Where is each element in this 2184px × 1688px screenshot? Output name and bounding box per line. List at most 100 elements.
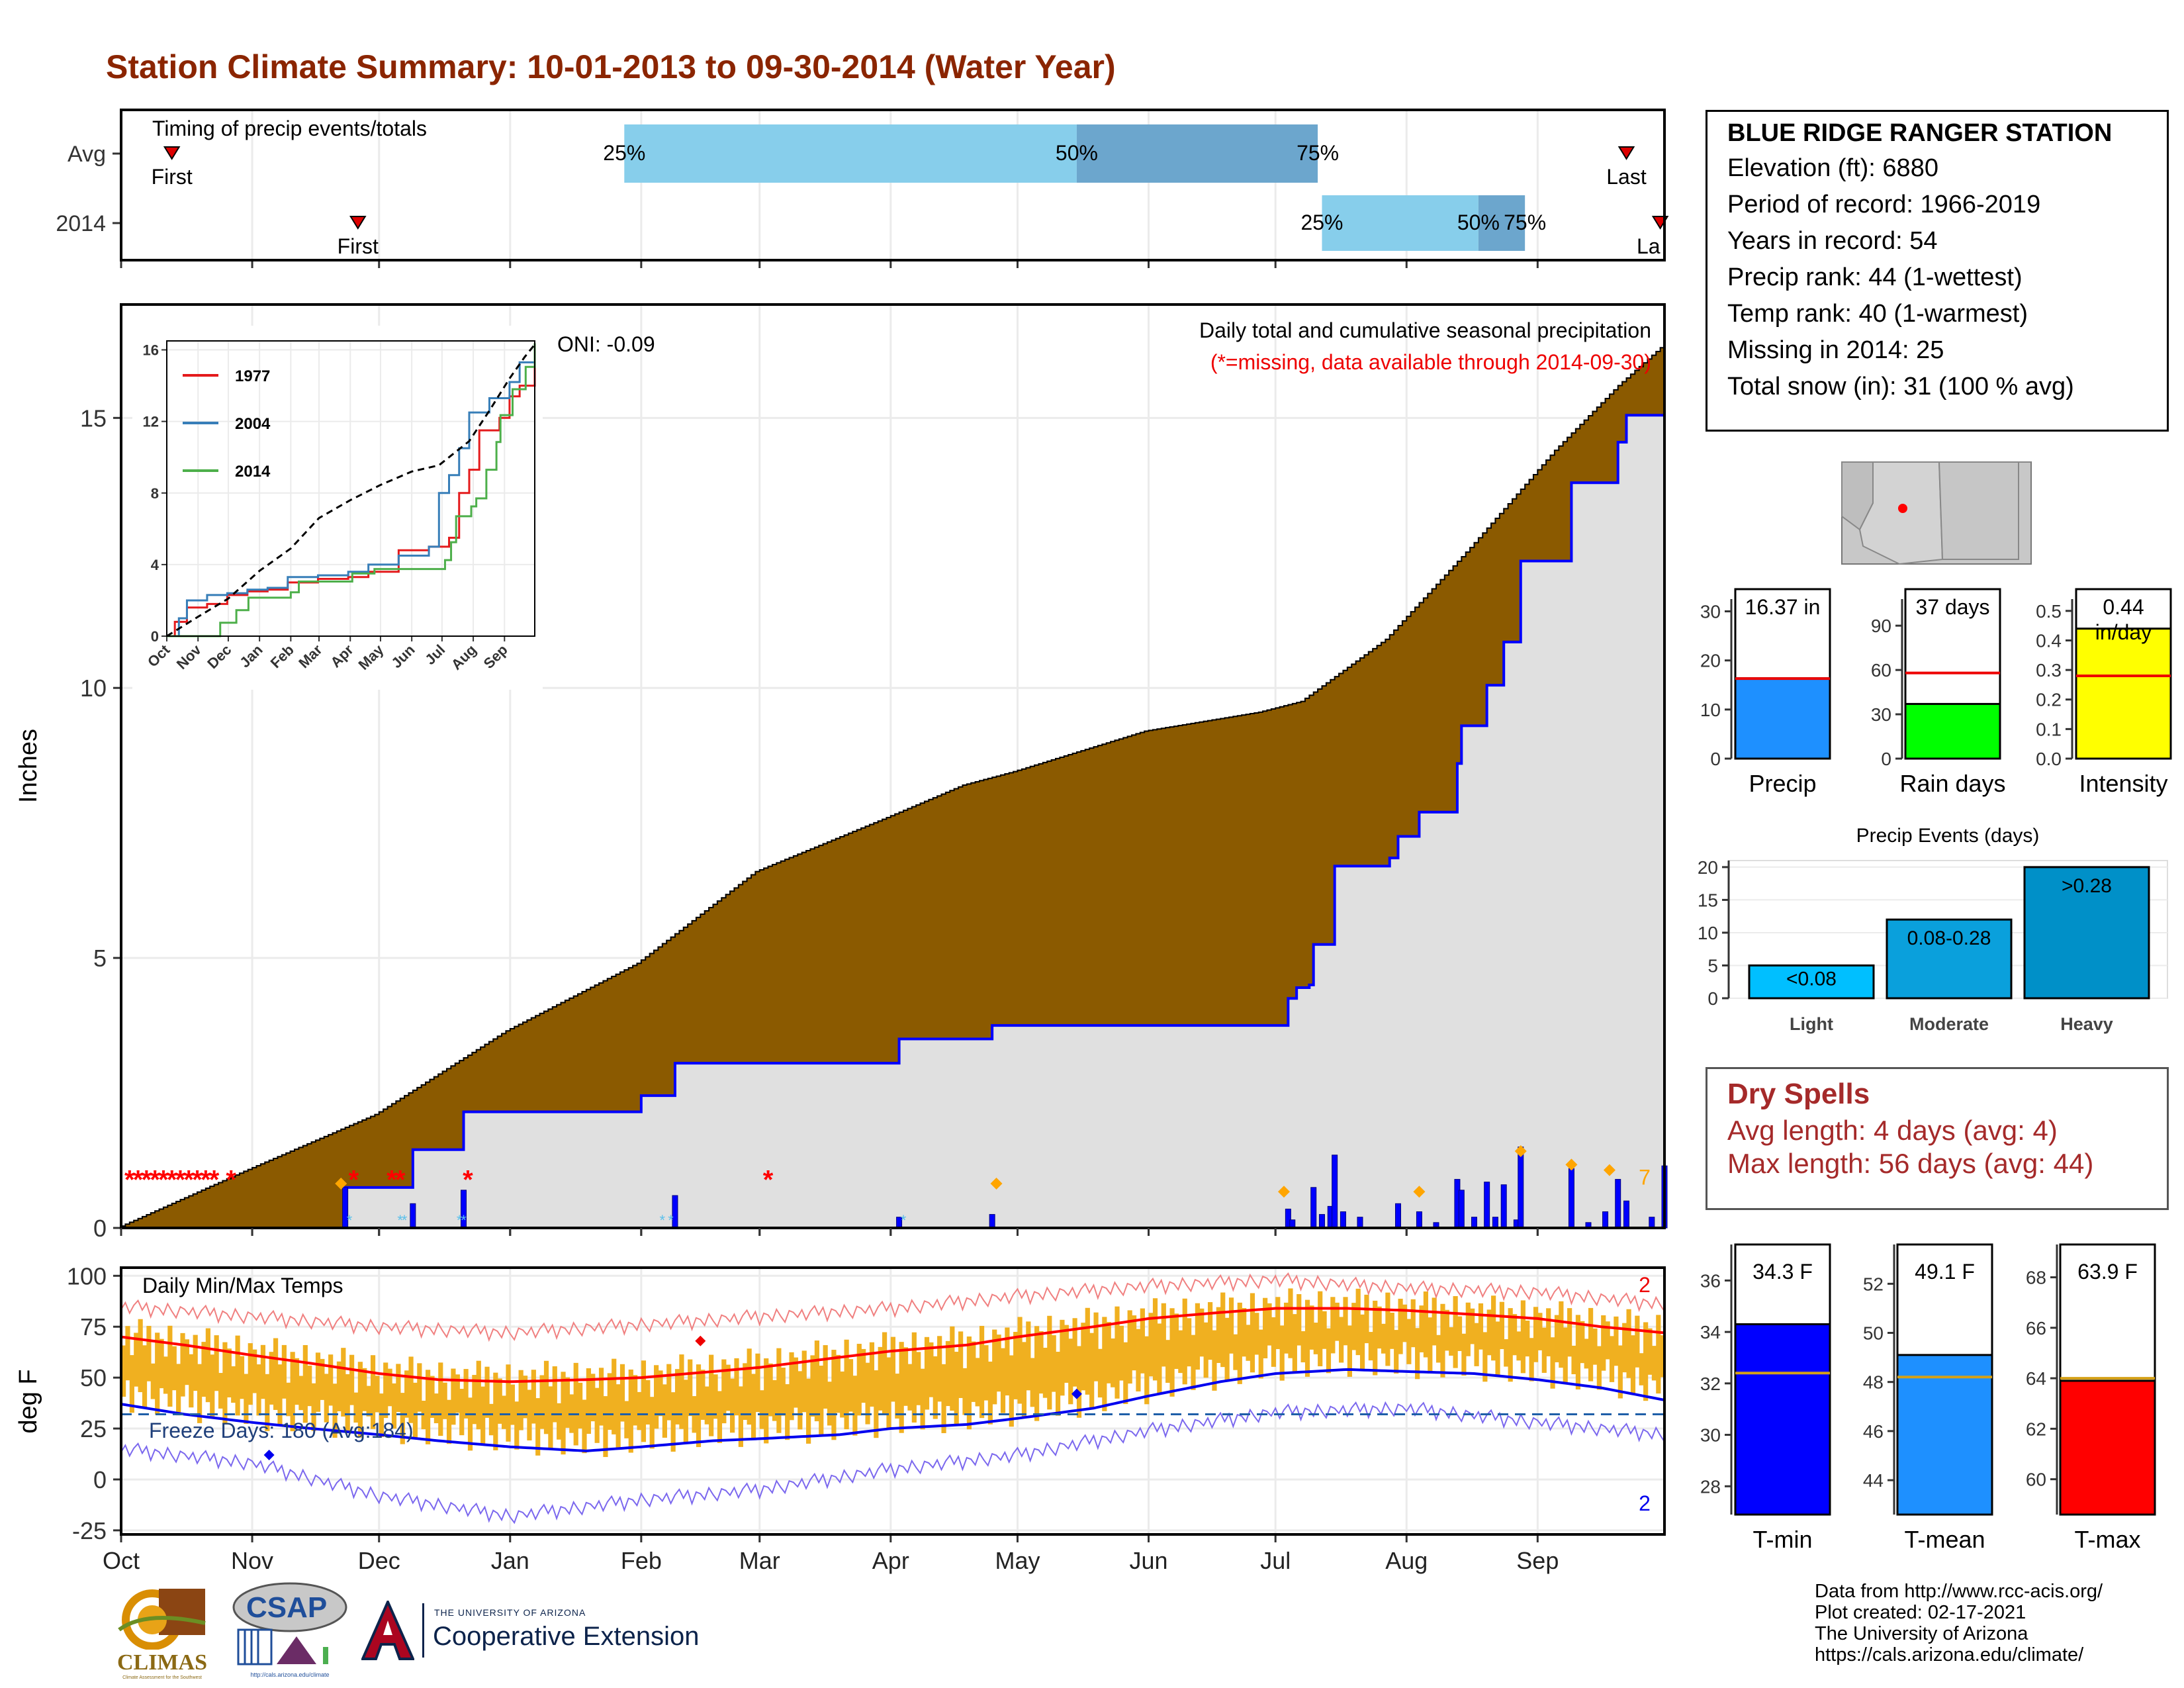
daily-temp-bar [624,1401,629,1438]
panel-name: Precip [1749,770,1816,797]
daily-temp-bar [134,1333,139,1387]
daily-temp-bar [941,1364,946,1434]
daily-temp-bar [239,1356,245,1399]
daily-temp-bar [1047,1315,1052,1410]
timing-frame [120,109,1666,261]
events-bar-label: >0.28 [2062,875,2112,897]
daily-temp-bar [1212,1330,1217,1391]
daily-temp-bar [810,1355,815,1417]
daily-temp-bar [535,1398,541,1456]
daily-temp-bar [180,1333,185,1397]
daily-temp-bar [1364,1294,1369,1344]
daily-temp-bar [379,1393,384,1437]
daily-temp-bar [869,1342,875,1407]
daily-precip-bar [1492,1217,1498,1229]
daily-temp-bar [823,1345,828,1409]
daily-temp-bar [412,1382,418,1438]
daily-temp-bar [1283,1302,1289,1354]
daily-temp-bar [1410,1299,1416,1348]
daily-temp-bar [637,1391,642,1430]
panel-tick-label: 60 [2026,1470,2046,1490]
daily-temp-bar [590,1374,596,1422]
daily-temp-bar [1034,1326,1040,1421]
daily-temp-bar [1495,1321,1500,1376]
panel-tick-label: 0 [1881,749,1891,769]
daily-temp-bar [835,1354,841,1413]
daily-temp-bar [1187,1318,1192,1367]
daily-temp-bar [1575,1315,1581,1389]
daily-temp-bar [155,1333,160,1415]
daily-temp-bar [1588,1307,1594,1382]
timing-first-label: First [338,234,379,258]
panel-tick-label: 62 [2026,1419,2046,1439]
daily-temp-bar [273,1338,279,1410]
timing-p50-label: 50% [1056,141,1098,165]
x-tick-label: Mar [739,1547,780,1574]
cum-y-label: 15 [80,404,107,432]
missing-marker: * [167,1166,177,1195]
daily-temp-bar [510,1384,515,1425]
station-years: Years in record: 54 [1727,227,1938,255]
daily-precip-bar [1500,1184,1507,1229]
daily-temp-bar [1656,1315,1661,1394]
panel-tick-label: 30 [1700,602,1721,622]
daily-precip-bar [1310,1187,1317,1229]
cum-y-label: 0 [93,1215,107,1242]
daily-temp-bar [844,1339,849,1430]
daily-precip-bar [1394,1203,1401,1229]
daily-temp-bar [890,1336,895,1402]
station-precip-rank: Precip rank: 44 (1-wettest) [1727,263,2023,291]
temp-y-label: 100 [67,1262,107,1289]
daily-temp-bar [743,1363,748,1420]
daily-temp-bar [1592,1328,1598,1365]
panel-tick-label: 20 [1700,651,1721,671]
inset-y-label: 12 [143,414,159,430]
panel-value-label: 37 days [1915,595,1989,619]
daily-temp-bar [979,1325,985,1419]
inset-legend-label: 2014 [235,463,271,481]
daily-temp-bar [612,1358,617,1434]
panel-tick-label: 50 [1863,1323,1884,1344]
extreme-count: 7 [1639,1166,1651,1190]
daily-temp-bar [856,1344,862,1416]
events-bar [1748,964,1875,1000]
daily-temp-bar [738,1386,743,1447]
daily-temp-bar [848,1359,854,1412]
panel-tick-label: 0.0 [2036,749,2062,769]
daily-temp-bar [1127,1310,1132,1384]
panel-value-label: 49.1 F [1915,1260,1975,1284]
daily-temp-bar [353,1392,359,1423]
daily-temp-bar [831,1350,837,1440]
panel-value-bar [2075,628,2172,760]
daily-temp-bar [633,1375,638,1426]
missing-marker: * [175,1166,186,1195]
daily-temp-bar [320,1358,325,1400]
oni-label: ONI: -0.09 [557,332,655,356]
daily-temp-bar [1351,1303,1357,1350]
daily-temp-bar [1546,1308,1551,1356]
daily-temp-bar [1614,1316,1619,1366]
daily-temp-bar [294,1358,300,1405]
daily-temp-bar [1550,1337,1555,1389]
daily-temp-bar [522,1376,528,1419]
daily-temp-bar [1520,1300,1525,1374]
daily-temp-bar [882,1332,887,1415]
missing-marker: * [201,1166,211,1195]
daily-temp-bar [992,1329,997,1405]
daily-temp-bar [865,1362,870,1425]
footer-credits: Data from http://www.rcc-acis.org/ Plot … [1815,1581,2103,1665]
timing-bar-25-50 [624,124,1077,183]
daily-precip-bar [1518,1147,1524,1229]
daily-temp-bar [1076,1346,1082,1418]
daily-temp-bar [696,1364,702,1448]
daily-temp-bar [1060,1319,1065,1396]
daily-temp-bar [357,1362,363,1438]
daily-temp-bar [387,1368,392,1407]
daily-temp-bar [628,1369,633,1453]
daily-temp-bar [244,1374,249,1424]
daily-temp-bar [433,1393,439,1423]
panel-tick-label: 0.4 [2036,630,2062,651]
daily-temp-bar [1385,1292,1390,1366]
daily-temp-bar [1131,1315,1137,1371]
daily-temp-bar [607,1373,612,1430]
